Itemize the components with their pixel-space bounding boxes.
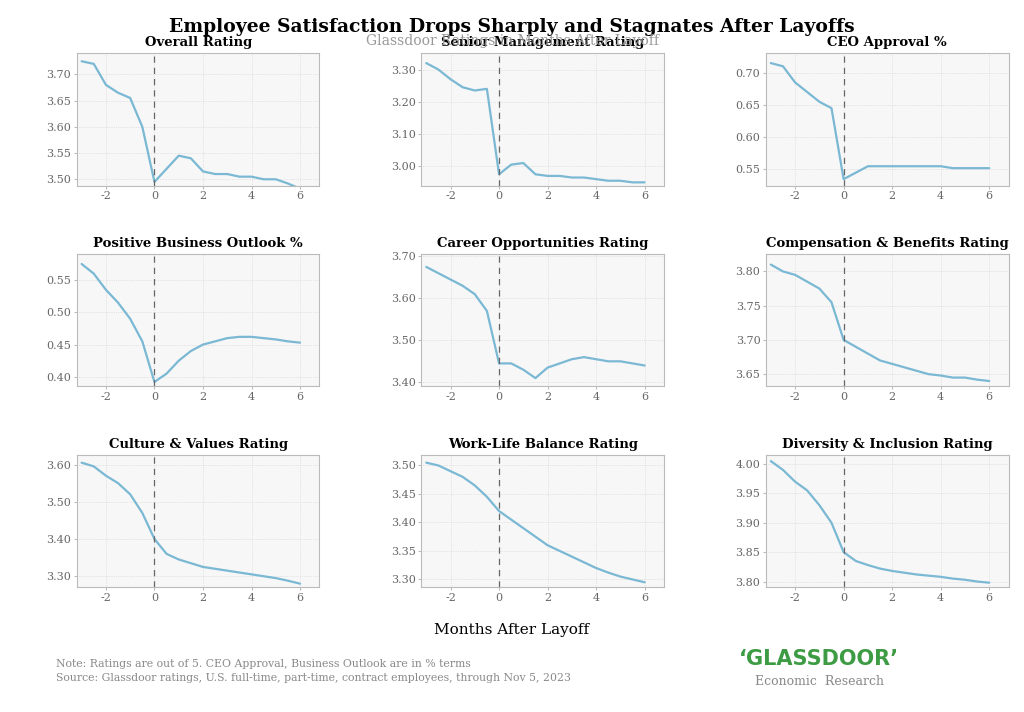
Text: Months After Layoff: Months After Layoff bbox=[434, 623, 590, 637]
Title: CEO Approval %: CEO Approval % bbox=[827, 36, 947, 49]
Title: Diversity & Inclusion Rating: Diversity & Inclusion Rating bbox=[782, 439, 992, 451]
Title: Overall Rating: Overall Rating bbox=[144, 36, 252, 49]
Title: Work-Life Balance Rating: Work-Life Balance Rating bbox=[447, 439, 638, 451]
Text: Employee Satisfaction Drops Sharply and Stagnates After Layoffs: Employee Satisfaction Drops Sharply and … bbox=[169, 18, 855, 36]
Title: Culture & Values Rating: Culture & Values Rating bbox=[109, 439, 288, 451]
Text: Economic  Research: Economic Research bbox=[755, 675, 884, 688]
Text: ‘GLASSDOOR’: ‘GLASSDOOR’ bbox=[739, 649, 899, 669]
Title: Career Opportunities Rating: Career Opportunities Rating bbox=[437, 237, 648, 251]
Text: Glassdoor Ratings in Months After Layoff: Glassdoor Ratings in Months After Layoff bbox=[366, 34, 658, 48]
Text: Source: Glassdoor ratings, U.S. full-time, part-time, contract employees, throug: Source: Glassdoor ratings, U.S. full-tim… bbox=[56, 673, 571, 683]
Text: Note: Ratings are out of 5. CEO Approval, Business Outlook are in % terms: Note: Ratings are out of 5. CEO Approval… bbox=[56, 659, 471, 669]
Title: Positive Business Outlook %: Positive Business Outlook % bbox=[93, 237, 303, 251]
Title: Senior Management Rating: Senior Management Rating bbox=[441, 36, 644, 49]
Title: Compensation & Benefits Rating: Compensation & Benefits Rating bbox=[766, 237, 1009, 251]
